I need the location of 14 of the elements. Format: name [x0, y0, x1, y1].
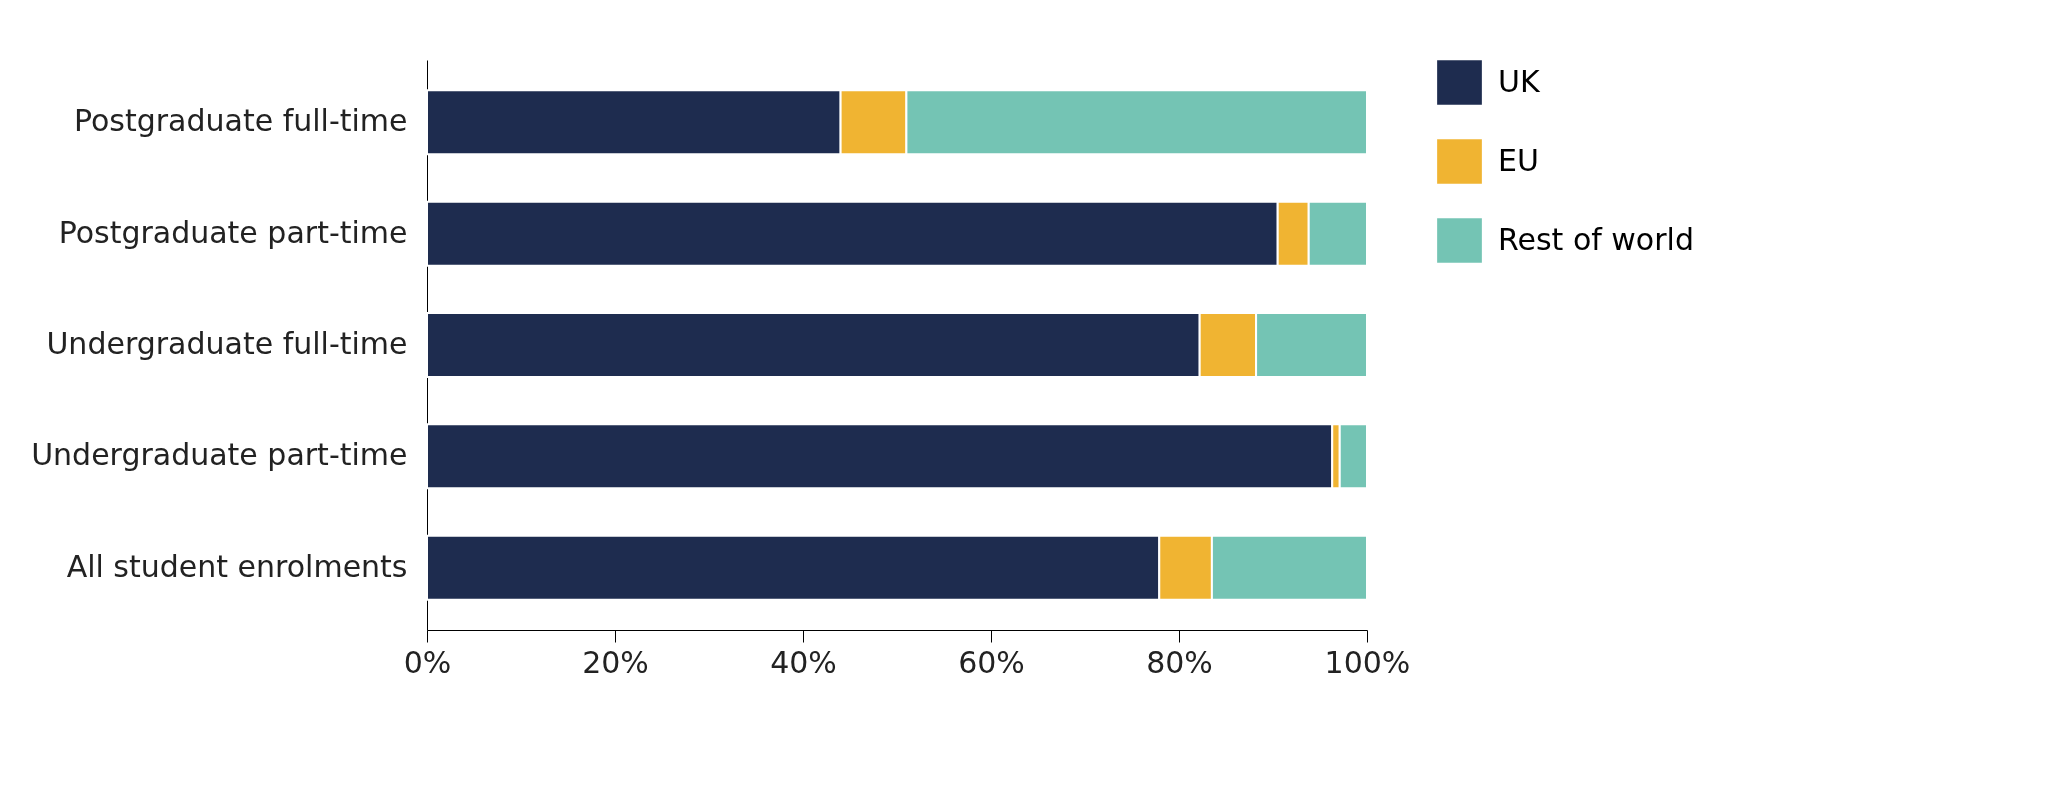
- legend-label: Rest of world: [1498, 221, 1694, 257]
- x-tick-label: 0%: [403, 644, 452, 680]
- y-tick-label: All student enrolments: [66, 548, 408, 584]
- legend-label: EU: [1498, 142, 1539, 178]
- y-tick-label: Undergraduate full-time: [46, 326, 408, 361]
- x-tick-label: 100%: [1324, 644, 1411, 680]
- x-tick-label: 20%: [582, 644, 649, 680]
- legend-label: UK: [1498, 63, 1541, 99]
- y-tick-label: Undergraduate part-time: [31, 437, 408, 473]
- x-tick-label: 60%: [958, 644, 1025, 680]
- x-tick-label: 40%: [770, 644, 837, 680]
- x-tick-label: 80%: [1146, 644, 1213, 680]
- y-tick-label: Postgraduate part-time: [58, 214, 408, 250]
- y-tick-label: Postgraduate full-time: [73, 103, 408, 139]
